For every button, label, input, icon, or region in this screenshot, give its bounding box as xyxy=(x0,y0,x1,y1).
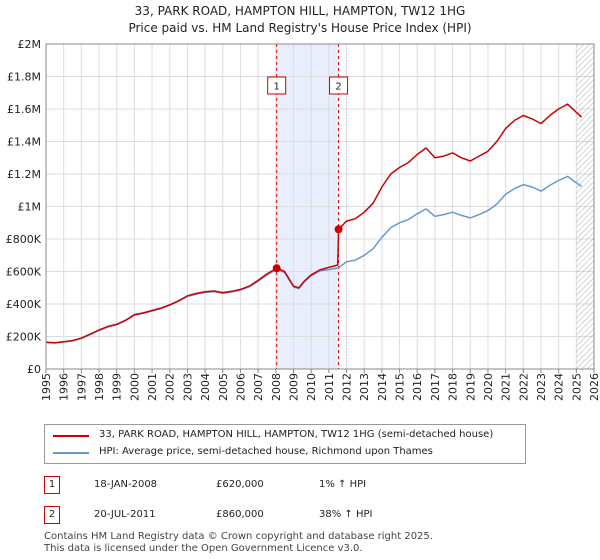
sale-marker-box xyxy=(267,76,287,95)
x-tick-label: 2010 xyxy=(305,373,318,401)
x-tick-label: 2002 xyxy=(164,373,177,401)
chart-title: 33, PARK ROAD, HAMPTON HILL, HAMPTON, TW… xyxy=(134,4,466,18)
x-tick-label: 2017 xyxy=(429,373,442,401)
sale-marker-label: 1 xyxy=(267,76,287,95)
x-tick-label: 1996 xyxy=(58,373,71,401)
transaction-price: £620,000 xyxy=(216,479,264,490)
footer-licence: This data is licensed under the Open Gov… xyxy=(44,543,363,554)
y-tick-label: £1.8M xyxy=(7,71,41,84)
x-tick-label: 1995 xyxy=(40,373,53,401)
x-tick-label: 2007 xyxy=(252,373,265,401)
x-tick-label: 2014 xyxy=(376,373,389,401)
sale-marker-number: 2 xyxy=(335,82,341,93)
forecast-hatch xyxy=(576,44,594,369)
y-tick-label: £1M xyxy=(18,201,42,214)
transaction-date: 20-JUL-2011 xyxy=(94,509,156,520)
y-tick-label: £400K xyxy=(6,298,42,311)
chart-legend: 33, PARK ROAD, HAMPTON HILL, HAMPTON, TW… xyxy=(44,424,526,464)
legend-swatch-hpi xyxy=(53,452,89,454)
x-tick-label: 2023 xyxy=(535,373,548,401)
x-tick-label: 2003 xyxy=(181,373,194,401)
legend-label-hpi: HPI: Average price, semi-detached house,… xyxy=(99,446,433,457)
x-tick-label: 2005 xyxy=(217,373,230,401)
y-tick-label: £2M xyxy=(18,38,42,51)
x-tick-label: 1997 xyxy=(75,373,88,401)
x-tick-label: 2015 xyxy=(394,373,407,401)
x-tick-label: 2026 xyxy=(588,373,600,401)
x-tick-label: 1999 xyxy=(111,373,124,401)
sale-point xyxy=(334,225,343,234)
x-tick-label: 2000 xyxy=(128,373,141,401)
sale-marker-number: 1 xyxy=(274,82,280,93)
sale-marker-label: 2 xyxy=(329,76,349,95)
x-tick-label: 2004 xyxy=(199,373,212,401)
y-tick-label: £0 xyxy=(27,363,41,376)
x-tick-label: 2008 xyxy=(270,373,283,401)
sale-marker-box xyxy=(329,76,349,95)
y-tick-label: £800K xyxy=(6,233,42,246)
legend-swatch-property xyxy=(53,435,89,437)
x-tick-label: 1998 xyxy=(93,373,106,401)
y-tick-label: £600K xyxy=(6,266,42,279)
y-tick-label: £1.4M xyxy=(7,136,41,149)
chart-subtitle: Price paid vs. HM Land Registry's House … xyxy=(128,21,472,35)
transaction-price: £860,000 xyxy=(216,509,264,520)
y-tick-label: £1.6M xyxy=(7,103,41,116)
y-tick-label: £200K xyxy=(6,331,42,344)
transaction-number-badge: 2 xyxy=(44,506,60,524)
price-chart: 1 2 £0 £200K £400K £600K £800K £1M £1.2M £1.4M £1.… xyxy=(6,38,600,401)
x-tick-label: 2018 xyxy=(447,373,460,401)
x-tick-label: 2013 xyxy=(358,373,371,401)
legend-label-property: 33, PARK ROAD, HAMPTON HILL, HAMPTON, TW… xyxy=(99,429,494,440)
transaction-number-badge: 1 xyxy=(44,476,60,494)
x-tick-label: 2022 xyxy=(517,373,530,401)
transaction-date: 18-JAN-2008 xyxy=(94,479,158,490)
x-tick-label: 2012 xyxy=(341,373,354,401)
y-tick-label: £1.2M xyxy=(7,168,41,181)
x-tick-label: 2009 xyxy=(287,373,300,401)
transaction-hpi-change: 38% ↑ HPI xyxy=(319,509,373,520)
footer-copyright: Contains HM Land Registry data © Crown c… xyxy=(44,531,433,542)
x-tick-label: 2020 xyxy=(482,373,495,401)
x-tick-label: 2024 xyxy=(553,373,566,401)
x-tick-label: 2001 xyxy=(146,373,159,401)
property-series-line xyxy=(45,103,583,344)
x-tick-label: 2006 xyxy=(234,373,247,401)
transaction-hpi-change: 1% ↑ HPI xyxy=(319,479,367,490)
x-tick-label: 2021 xyxy=(500,373,513,401)
x-tick-label: 2025 xyxy=(570,373,583,401)
x-tick-label: 2019 xyxy=(464,373,477,401)
plot-frame xyxy=(45,43,595,370)
x-tick-label: 2016 xyxy=(411,373,424,401)
x-tick-label: 2011 xyxy=(323,373,336,401)
sale-point xyxy=(272,264,281,273)
